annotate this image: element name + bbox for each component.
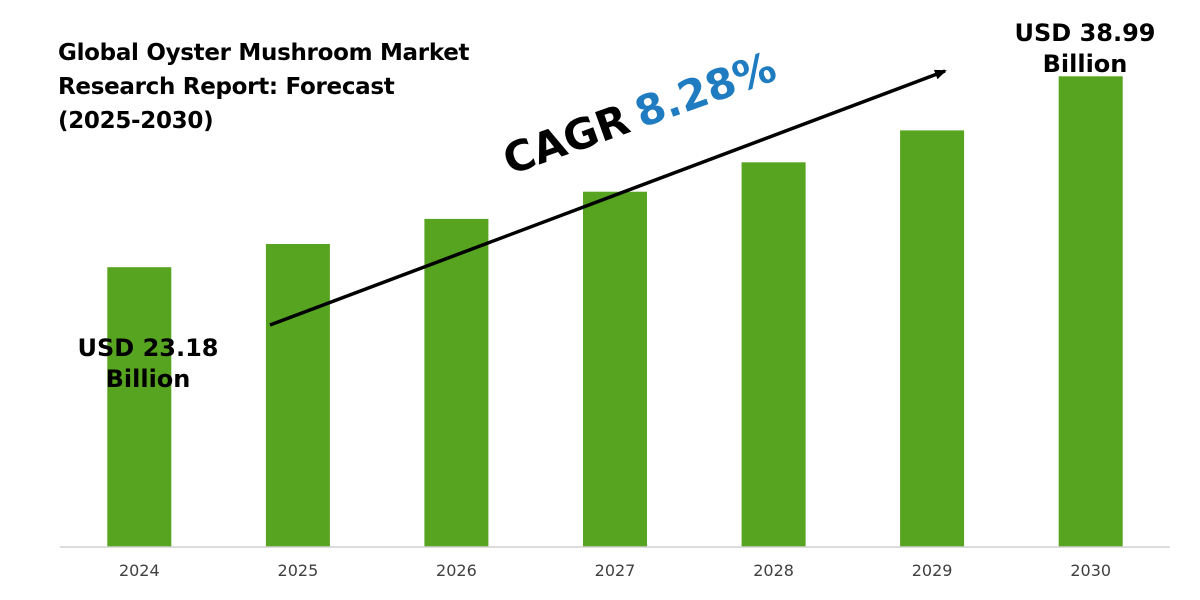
x-tick-label: 2030 — [1070, 561, 1111, 580]
bar-2030 — [1058, 76, 1123, 548]
x-tick-label: 2024 — [119, 561, 160, 580]
arrow-up-right-icon — [269, 69, 947, 327]
chart-title-line: Global Oyster Mushroom Market — [58, 40, 470, 66]
bar-2025 — [265, 244, 330, 547]
end-value-callout: USD 38.99 Billion — [995, 18, 1175, 80]
x-tick-label: 2028 — [753, 561, 794, 580]
bar-2026 — [424, 218, 489, 547]
end-value-amount: USD 38.99 — [1014, 19, 1156, 47]
x-tick-label: 2029 — [912, 561, 953, 580]
bar-2029 — [900, 130, 965, 547]
bars-layer — [107, 76, 1123, 548]
x-tick-label: 2026 — [436, 561, 477, 580]
x-tick-labels: 2024 2025 2026 2027 2028 2029 2030 — [119, 561, 1111, 580]
start-value-amount: USD 23.18 — [77, 334, 219, 362]
x-tick-label: 2025 — [278, 561, 319, 580]
bar-2027 — [583, 191, 647, 547]
bar-2024 — [107, 267, 172, 547]
chart-title-line: Research Report: Forecast — [58, 74, 395, 100]
x-tick-label: 2027 — [595, 561, 636, 580]
bar-2028 — [741, 162, 806, 548]
chart-title: Global Oyster Mushroom Market Research R… — [58, 36, 528, 138]
chart-title-line: (2025-2030) — [58, 108, 214, 134]
start-value-callout: USD 23.18 Billion — [58, 333, 238, 395]
start-value-unit: Billion — [105, 365, 191, 393]
end-value-unit: Billion — [1042, 50, 1128, 78]
